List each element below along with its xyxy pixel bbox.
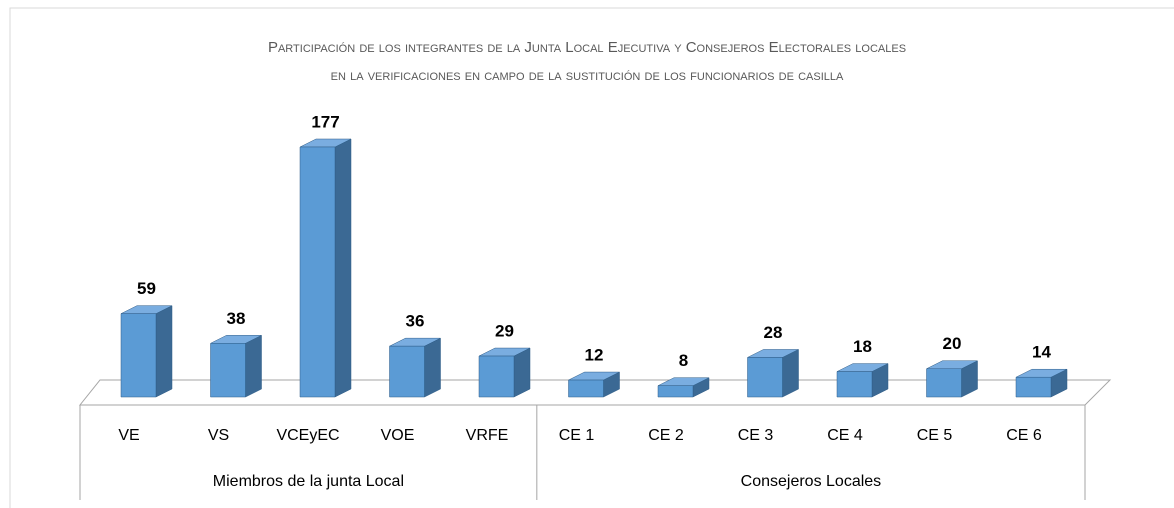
chart-subtitle: en la verificaciones en campo de la sust… (331, 67, 844, 84)
bar-front (1015, 376, 1052, 398)
chart-title: Participación de los integrantes de la J… (268, 39, 906, 56)
value-label: 18 (853, 337, 872, 356)
bar-front (568, 379, 604, 398)
bar-side (245, 334, 262, 398)
x-tick-label: VE (118, 427, 139, 444)
x-tick-label: CE 4 (827, 427, 863, 444)
value-label: 29 (495, 322, 514, 341)
chart-frame (9, 7, 1174, 508)
x-tick-label: CE 2 (648, 427, 684, 444)
bar-front (210, 343, 246, 398)
group-label: Miembros de la junta Local (213, 473, 404, 490)
bar-front (836, 371, 873, 398)
x-tick-label: CE 5 (917, 427, 953, 444)
bar-front (926, 368, 962, 398)
bar-side (155, 305, 173, 398)
bar-side (334, 138, 352, 398)
x-tick-label: CE 1 (559, 427, 595, 444)
value-label: 38 (227, 309, 246, 328)
bar-side (513, 347, 531, 398)
x-tick-label: VOE (381, 427, 415, 444)
bar-side (424, 337, 441, 398)
bar (657, 377, 710, 398)
value-label: 28 (764, 323, 783, 342)
value-label: 12 (585, 346, 604, 365)
bar-front (389, 345, 425, 398)
x-tick-label: CE 6 (1006, 427, 1042, 444)
bar-side (782, 349, 799, 398)
value-label: 177 (311, 112, 339, 131)
bar (120, 305, 173, 398)
bar (299, 138, 352, 398)
bar (747, 349, 799, 398)
bar-front (120, 313, 157, 398)
bar-front (478, 355, 515, 398)
value-label: 36 (406, 312, 425, 331)
bar (1015, 368, 1068, 398)
value-label: 14 (1032, 343, 1051, 362)
x-tick-label: VRFE (466, 427, 509, 444)
x-tick-label: VCEyEC (276, 427, 339, 444)
x-tick-label: VS (208, 427, 229, 444)
x-tick-label: CE 3 (738, 427, 774, 444)
bar (389, 337, 441, 398)
bar-front (747, 357, 783, 398)
bar (478, 347, 531, 398)
value-label: 20 (943, 334, 962, 353)
value-label: 8 (679, 351, 688, 370)
bar-front (299, 146, 336, 398)
bar (926, 360, 978, 398)
bar-front (657, 385, 694, 398)
group-label: Consejeros Locales (741, 473, 882, 490)
value-label: 59 (137, 279, 156, 298)
bar (568, 371, 620, 398)
bar (836, 363, 889, 398)
bar (210, 334, 262, 398)
